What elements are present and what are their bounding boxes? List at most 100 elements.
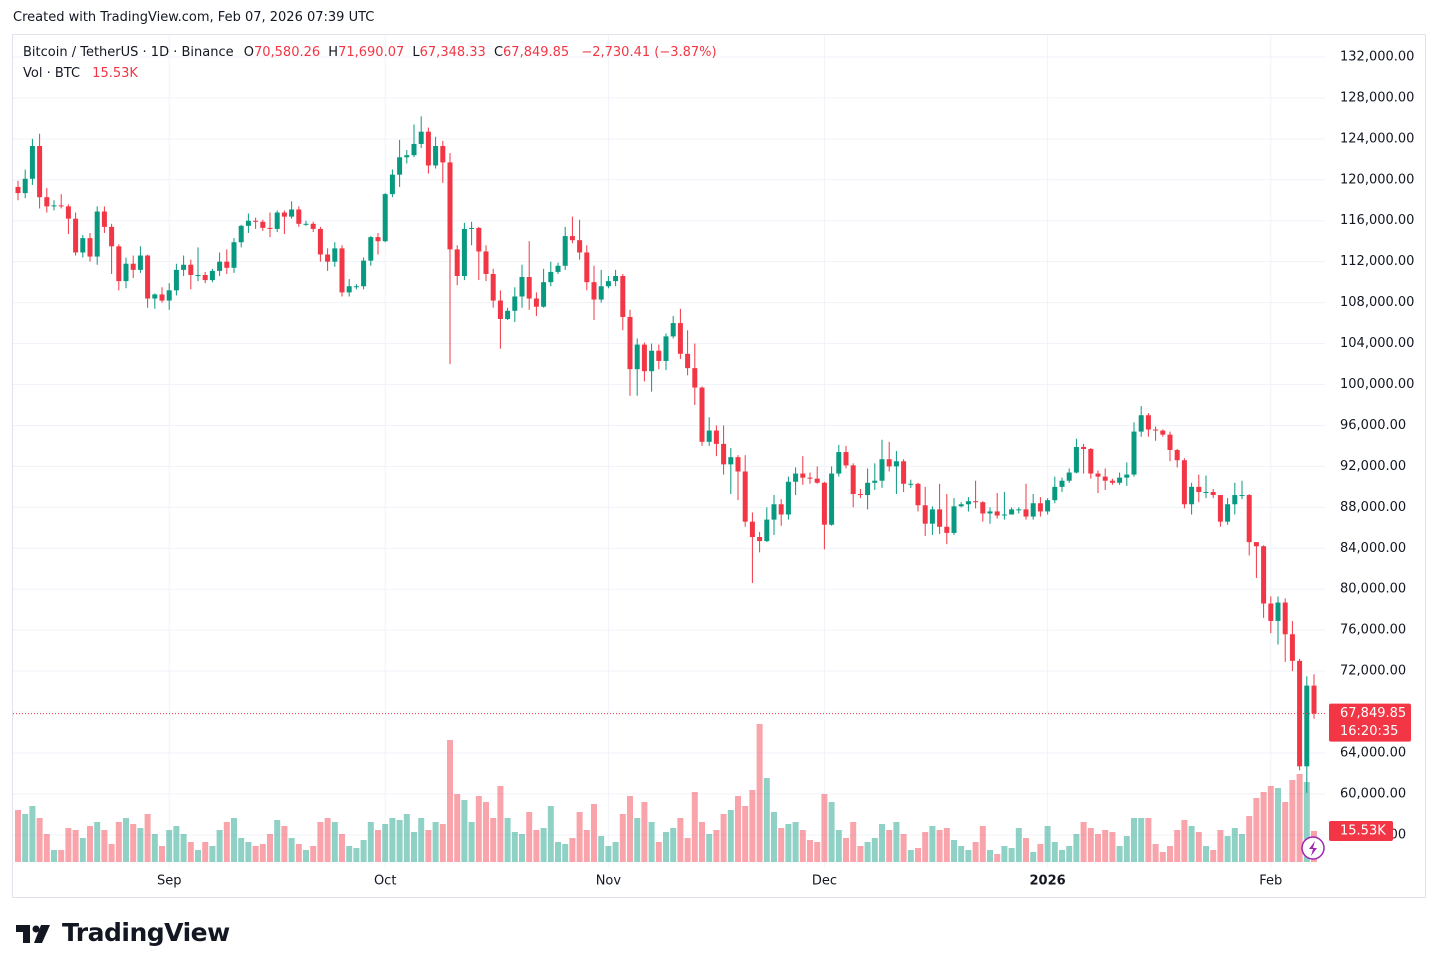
candle-body	[857, 494, 863, 496]
volume-bar	[907, 850, 914, 862]
volume-bar	[303, 850, 309, 862]
volume-bar	[1051, 842, 1058, 862]
volume-bar	[1231, 828, 1238, 862]
volume-bar	[965, 850, 972, 862]
ohlc-prefix: H	[328, 45, 339, 60]
volume-bar	[94, 822, 101, 862]
candle-body	[130, 263, 136, 270]
candle-body	[289, 209, 295, 217]
candle-body	[310, 223, 316, 229]
volume-bar	[1116, 846, 1123, 862]
candle-body	[433, 146, 439, 166]
candle-body	[483, 251, 489, 274]
y-tick-label: 76,000.00	[1340, 623, 1406, 638]
logo-icon	[16, 925, 50, 943]
axes: 56,000.0060,000.0064,000.0068,000.0072,0…	[157, 49, 1414, 888]
volume-bar	[900, 834, 907, 862]
volume-bar	[1001, 846, 1008, 862]
y-tick-label: 72,000.00	[1340, 664, 1406, 679]
volume-bar	[1303, 782, 1310, 862]
candle-body	[397, 157, 403, 175]
volume-bar	[331, 822, 338, 862]
volume-bar	[425, 830, 432, 862]
candle-body	[577, 240, 583, 253]
volume-bar	[346, 846, 353, 862]
candle-body	[584, 252, 590, 283]
candle-body	[101, 211, 107, 227]
candle-body	[123, 263, 129, 282]
volume-bar	[972, 842, 979, 862]
volume-bar	[475, 796, 482, 862]
volume-bar	[418, 818, 425, 862]
volume-bar	[439, 824, 446, 862]
candle-body	[1167, 434, 1173, 451]
candle-body	[490, 273, 496, 301]
candle-body	[821, 482, 827, 525]
volume-value: 15.53K	[92, 66, 138, 81]
volume-bar	[634, 818, 641, 862]
candle-body	[901, 461, 907, 484]
candle-body	[1045, 500, 1051, 512]
y-tick-label: 96,000.00	[1340, 418, 1406, 433]
volume-bar	[936, 830, 943, 862]
volume-bar	[864, 842, 871, 862]
ohlc-prefix: L	[412, 45, 420, 60]
volume-bar	[1167, 846, 1173, 862]
price-tag-value: 67,849.85	[1340, 706, 1406, 721]
volume-bar	[785, 824, 792, 862]
candle-body	[886, 459, 892, 467]
y-tick-label: 80,000.00	[1340, 582, 1406, 597]
volume-bar	[1275, 788, 1281, 862]
candle-body	[634, 344, 640, 370]
candle-body	[274, 212, 280, 229]
candle-body	[87, 238, 93, 257]
chart-frame	[12, 34, 1426, 898]
y-tick-label: 92,000.00	[1340, 459, 1406, 474]
volume-bar	[749, 790, 756, 862]
candle-body	[37, 146, 43, 198]
volume-bar	[1015, 828, 1022, 862]
volume-bar	[814, 842, 821, 862]
candle-body	[692, 368, 698, 388]
candle-body	[238, 225, 244, 243]
candle-body	[713, 430, 719, 444]
candle-body	[224, 261, 230, 268]
volume-bar	[159, 846, 165, 862]
volume-bar	[173, 826, 180, 862]
candle-body	[785, 481, 791, 515]
candle-body	[1023, 509, 1029, 517]
volume-bar	[857, 846, 864, 862]
candle-body	[454, 249, 460, 277]
x-tick-label: 2026	[1030, 874, 1066, 889]
volume-bar	[468, 822, 475, 862]
candle-body	[1239, 495, 1245, 497]
candle-body	[267, 227, 273, 229]
candle-body	[1174, 450, 1180, 461]
volume-bar	[1095, 834, 1101, 862]
volume-bar	[267, 834, 273, 862]
ohlc-prefix: O	[243, 45, 254, 60]
candle-body	[951, 506, 957, 533]
candle-body	[461, 228, 467, 277]
candle-body	[1189, 486, 1195, 505]
candle-body	[317, 228, 323, 255]
volume-bar	[375, 830, 381, 862]
volume-bar	[1087, 828, 1094, 862]
volume-bar	[1181, 820, 1188, 862]
candle-body	[65, 206, 71, 219]
candle-body	[469, 227, 475, 229]
candle-body	[1102, 476, 1108, 481]
volume-bar	[259, 844, 266, 862]
candle-body	[555, 265, 561, 272]
volume-bar	[1030, 852, 1037, 862]
candle-body	[73, 218, 79, 253]
volume-bar	[317, 822, 324, 862]
volume-bar	[1145, 818, 1152, 862]
volume-bar	[1174, 830, 1181, 862]
volume-bar	[209, 846, 216, 862]
volume-bar	[1195, 832, 1202, 862]
y-tick-label: 104,000.00	[1340, 336, 1414, 351]
candle-body	[569, 236, 575, 241]
volume-bar	[216, 830, 223, 862]
